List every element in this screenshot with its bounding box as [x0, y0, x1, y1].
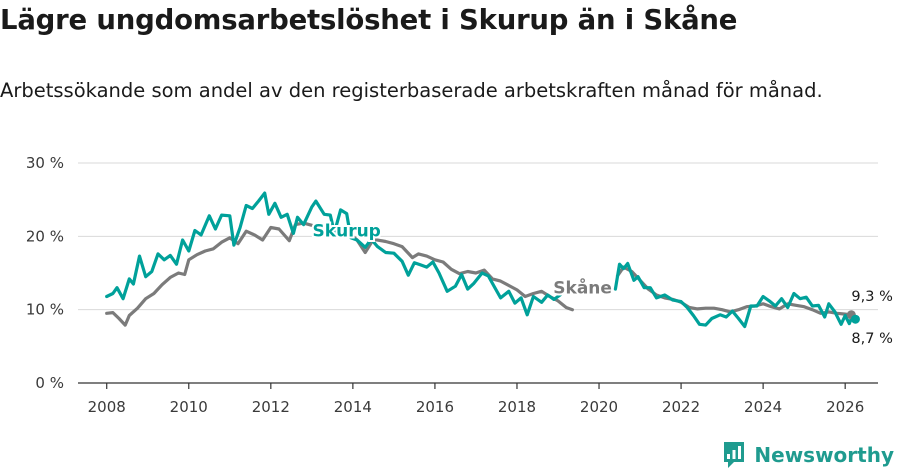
series-lines: [105, 191, 857, 329]
x-axis: 2008 2010 2012 2014 2016 2018 2020 2022 2024 2026: [78, 382, 878, 416]
chart-title: Lägre ungdomsarbetslöshet i Skurup än i …: [0, 4, 738, 36]
newsworthy-logo-icon: [724, 442, 745, 468]
x-tick-label: 2020: [580, 398, 618, 416]
series-label-skurup: Skurup: [313, 221, 381, 241]
x-tick-label: 2024: [744, 398, 782, 416]
end-label-skane: 9,3 %: [851, 289, 892, 305]
y-tick-label: 0 %: [35, 374, 64, 392]
series-line-skurup: [105, 191, 857, 329]
series-label-skane: Skåne: [553, 277, 612, 299]
x-tick-label: 2010: [170, 398, 208, 416]
y-tick-label: 10 %: [26, 301, 64, 319]
end-marker-skurup: [850, 314, 860, 324]
y-tick-label: 20 %: [26, 227, 64, 245]
brand-name: Newsworthy: [754, 443, 894, 467]
x-tick-label: 2018: [498, 398, 536, 416]
end-label-skurup: 8,7 %: [851, 331, 892, 347]
series-labels: 9,3 % 8,7 % Skurup Skåne: [311, 219, 893, 347]
x-tick-label: 2022: [662, 398, 700, 416]
x-tick-label: 2014: [334, 398, 372, 416]
x-tick-label: 2026: [826, 398, 864, 416]
x-tick-label: 2012: [252, 398, 290, 416]
brand-logo[interactable]: Newsworthy: [722, 440, 894, 470]
x-tick-label: 2008: [88, 398, 126, 416]
chart-subtitle: Arbetssökande som andel av den registerb…: [0, 79, 823, 102]
y-axis-ticks: 0 % 10 % 20 % 30 %: [26, 154, 64, 392]
x-tick-label: 2016: [416, 398, 454, 416]
y-tick-label: 30 %: [26, 154, 64, 172]
